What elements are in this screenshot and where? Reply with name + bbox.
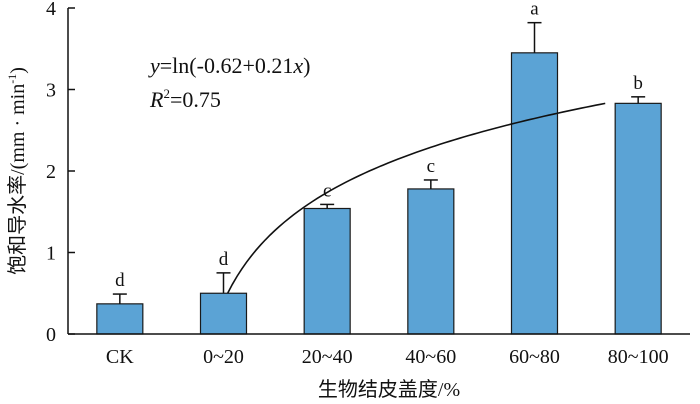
y-tick-label-4: 4 — [46, 0, 56, 20]
y-ticks: 0 1 2 3 4 — [46, 0, 75, 346]
y-tick-label-1: 1 — [46, 243, 56, 265]
y-tick-label-2: 2 — [46, 161, 56, 183]
x-axis-title: 生物结皮盖度/% — [318, 378, 460, 401]
error-bar-4 — [527, 21, 542, 53]
x-tick-label-4: 60~80 — [509, 346, 560, 368]
significance-label-2: c — [323, 180, 331, 201]
significance-labels: d d c c a b — [115, 0, 643, 291]
error-bars-layer — [112, 21, 646, 304]
error-bar-5 — [631, 96, 646, 104]
r2-value: =0.75 — [170, 87, 221, 112]
bar-1 — [199, 292, 248, 335]
error-bar-0 — [112, 293, 127, 304]
error-bar-1 — [216, 272, 231, 294]
significance-label-0: d — [115, 270, 125, 291]
equation-x: x — [292, 53, 303, 78]
y-tick-label-0: 0 — [46, 324, 56, 346]
equation-rhs: =ln(-0.62+0.21 — [160, 53, 294, 78]
equation-close: ) — [303, 53, 310, 78]
significance-label-3: c — [427, 156, 435, 177]
x-tick-label-3: 40~60 — [405, 346, 456, 368]
bar-0 — [96, 303, 144, 335]
y-axis-title-sup: -1 — [5, 74, 19, 84]
fit-curve — [226, 102, 606, 294]
y-tick-label-3: 3 — [46, 80, 56, 102]
bar-4 — [510, 52, 559, 335]
y-axis-title-main: 饱和导水率/(mm · min — [6, 84, 29, 275]
r2-label: R — [149, 87, 164, 112]
bar-5 — [614, 102, 662, 335]
x-tick-label-0: CK — [106, 346, 134, 368]
x-tick-label-2: 20~40 — [302, 346, 353, 368]
error-bar-2 — [320, 203, 335, 209]
x-ticks: CK 0~20 20~40 40~60 60~80 80~100 — [106, 346, 669, 368]
significance-label-1: d — [219, 249, 229, 270]
fit-r2: R2=0.75 — [149, 86, 221, 112]
y-axis-title: 饱和导水率/(mm · min-1) — [5, 67, 29, 275]
x-tick-label-1: 0~20 — [203, 346, 244, 368]
significance-label-4: a — [530, 0, 539, 20]
bar-2 — [303, 207, 351, 335]
y-axis-title-close: ) — [7, 67, 29, 74]
fit-equation: y=ln(-0.62+0.21x) — [148, 53, 310, 78]
significance-label-5: b — [633, 73, 643, 94]
error-bar-3 — [423, 179, 438, 189]
r2-sup: 2 — [163, 86, 170, 101]
equation-y: y — [148, 53, 160, 78]
bar-3 — [407, 188, 455, 335]
x-tick-label-5: 80~100 — [608, 346, 669, 368]
